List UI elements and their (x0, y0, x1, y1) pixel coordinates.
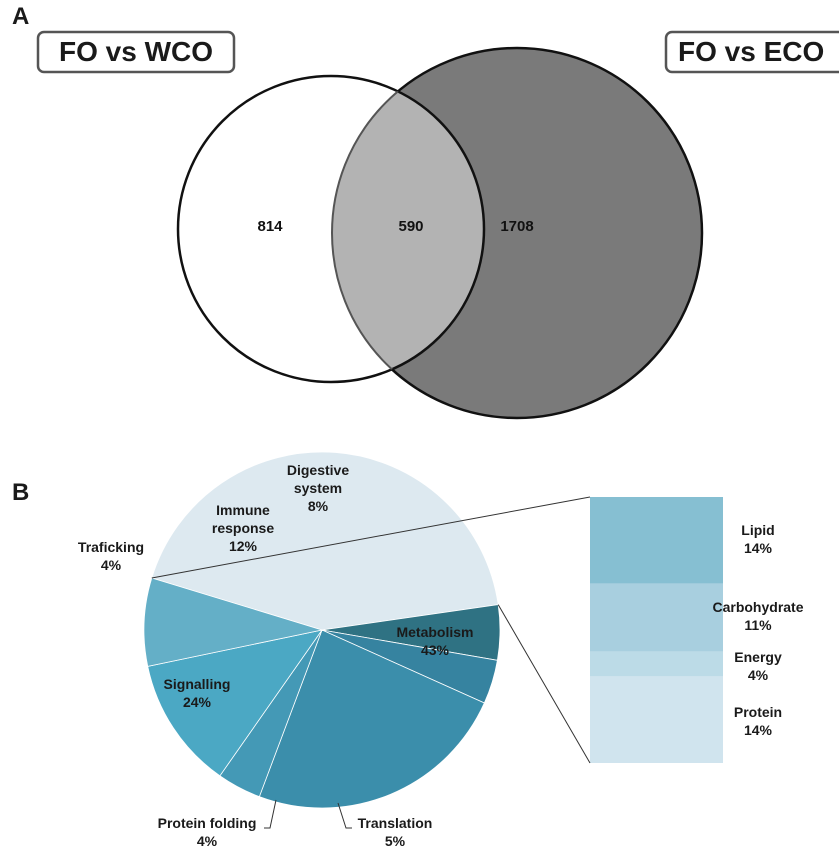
pie-label-metabolism: Metabolism 43% (396, 624, 473, 658)
leader-line-translation (337, 802, 352, 829)
breakdown-segment-protein (590, 676, 723, 763)
left-only-count: 814 (257, 218, 283, 235)
breakdown-label-energy: Energy 4% (734, 649, 782, 683)
pie-label-translation: Translation 5% (358, 815, 433, 849)
pie-labels: Metabolism 43% Translation 5% Protein foldin… (78, 462, 804, 849)
right-set-title: FO vs ECO (678, 36, 824, 67)
connector-line-top (151, 496, 591, 579)
left-title-box (36, 30, 236, 74)
breakdown-segment-energy (590, 651, 723, 677)
pie-slice-digestive-system (143, 577, 323, 667)
pie-label-immune-response: Immune response 12% (212, 502, 274, 554)
pie-slice-immune-response (147, 629, 323, 777)
right-only-count: 1708 (500, 218, 533, 235)
left-set-circle (176, 74, 486, 384)
overlap-region (332, 76, 484, 382)
overlap-count: 590 (398, 218, 423, 235)
breakdown-label-protein: Protein 14% (734, 704, 782, 738)
pie-label-protein-folding: Protein folding 4% (158, 815, 257, 849)
panel-a-letter: A (12, 3, 29, 30)
breakdown-label-lipid: Lipid 14% (741, 522, 774, 556)
connector-line-bottom (497, 604, 591, 764)
pie-slice-signalling (258, 629, 485, 809)
pie-slice-metabolism (151, 451, 499, 631)
pie-label-signalling: Signalling 24% (164, 676, 231, 710)
pie-label-traficking: Traficking 4% (78, 539, 144, 573)
right-title-box (664, 30, 839, 74)
breakdown-segment-carbohydrate (590, 583, 723, 652)
metabolism-breakdown-bar (151, 496, 723, 764)
overlap-outline (331, 76, 484, 382)
pie-chart (143, 451, 501, 809)
pie-label-digestive-system: Digestive system 8% (287, 462, 349, 514)
left-set-title: FO vs WCO (59, 36, 213, 67)
breakdown-segment-lipid (590, 497, 723, 584)
panel-b-letter: B (12, 479, 29, 506)
breakdown-label-carbohydrate: Carbohydrate 11% (712, 599, 803, 633)
leader-line-protein-folding (264, 799, 277, 829)
